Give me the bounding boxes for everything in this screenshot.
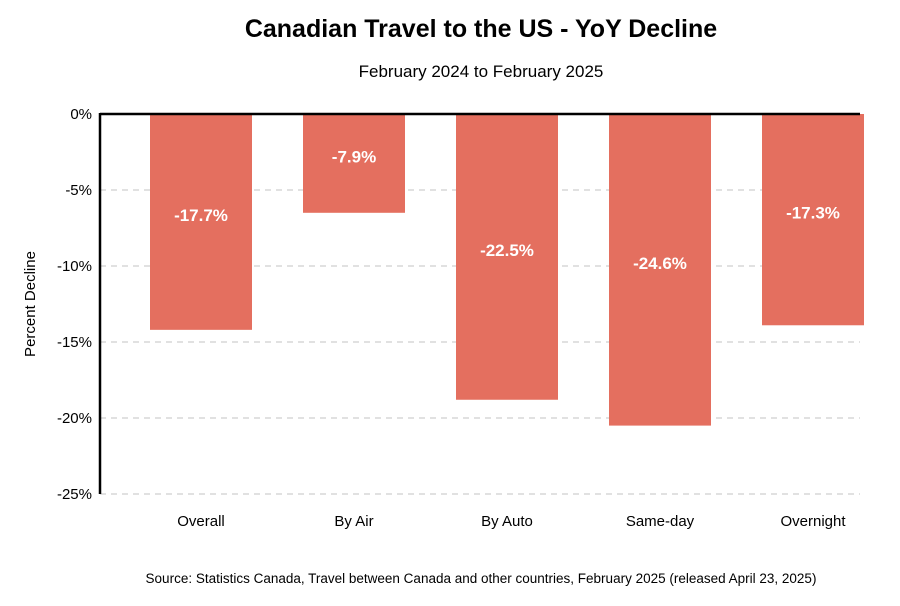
bar-overnight [762, 114, 864, 326]
y-tick-label: 0% [70, 106, 92, 123]
y-tick-label: -15% [57, 334, 92, 351]
bar-by-auto [456, 114, 558, 400]
x-tick-label: By Auto [481, 513, 533, 530]
chart-subtitle: February 2024 to February 2025 [359, 62, 604, 81]
y-tick-label: -10% [57, 258, 92, 275]
y-axis-label: Percent Decline [22, 251, 39, 357]
y-tick-label: -5% [65, 182, 92, 199]
data-label: -22.5% [480, 241, 534, 260]
data-label: -17.3% [786, 204, 840, 223]
bar-by-air [303, 114, 405, 213]
bar-same-day [609, 114, 711, 426]
data-label: -7.9% [332, 147, 376, 166]
y-tick-label: -20% [57, 410, 92, 427]
y-tick-label: -25% [57, 486, 92, 503]
x-tick-label: Overall [177, 513, 225, 530]
x-tick-label: Overnight [780, 513, 846, 530]
bar-overall [150, 114, 252, 330]
x-tick-label: By Air [334, 513, 373, 530]
x-tick-label: Same-day [626, 513, 695, 530]
data-label: -17.7% [174, 206, 228, 225]
source-note: Source: Statistics Canada, Travel betwee… [146, 571, 817, 586]
chart-title: Canadian Travel to the US - YoY Decline [245, 15, 717, 43]
data-label: -24.6% [633, 254, 687, 273]
